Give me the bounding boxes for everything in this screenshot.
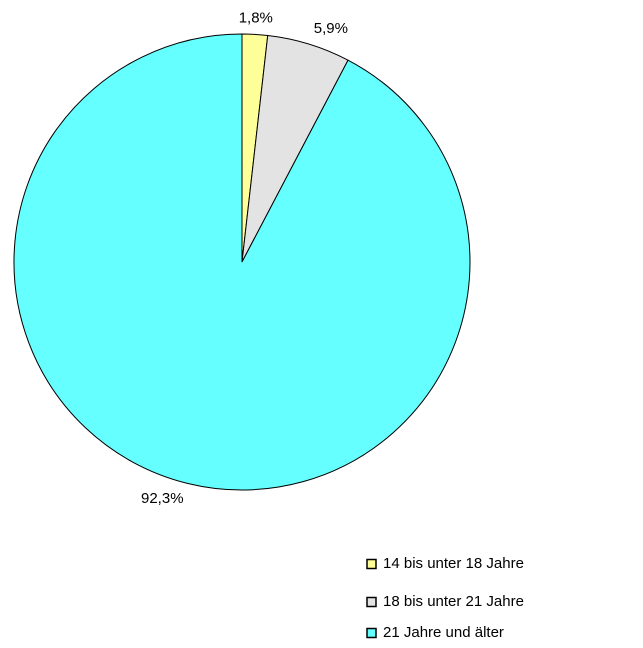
legend-label: 21 Jahre und älter [383, 624, 504, 641]
data-label: 5,9% [314, 20, 348, 37]
legend-label: 14 bis unter 18 Jahre [383, 555, 524, 572]
legend-swatch [366, 627, 377, 639]
data-label: 92,3% [141, 490, 184, 507]
legend-label: 18 bis unter 21 Jahre [383, 593, 524, 610]
legend-swatch [366, 596, 377, 608]
legend-swatch [366, 558, 377, 570]
data-label: 1,8% [239, 9, 273, 26]
pie-slice [13, 33, 471, 491]
